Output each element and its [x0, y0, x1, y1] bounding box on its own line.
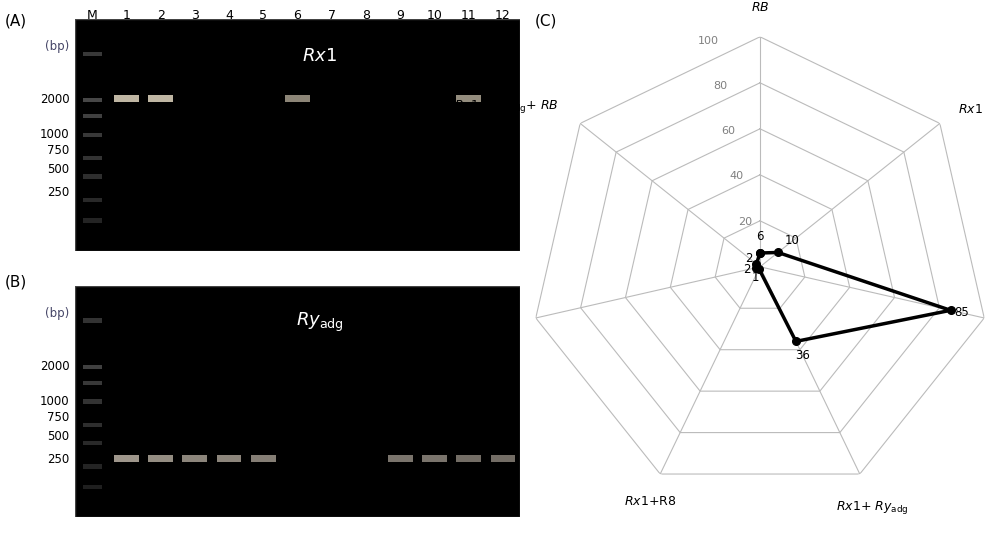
Text: 11: 11 [461, 9, 477, 23]
Text: 500: 500 [47, 163, 70, 176]
Bar [83, 441, 102, 445]
Text: 3: 3 [191, 9, 199, 23]
Text: 100: 100 [698, 36, 719, 45]
Text: (B): (B) [5, 275, 27, 290]
Text: 80: 80 [713, 81, 727, 91]
Text: 1000: 1000 [40, 128, 70, 141]
Text: 7: 7 [328, 9, 336, 23]
Bar [182, 455, 207, 461]
Bar [83, 156, 102, 160]
Text: 2: 2 [157, 9, 165, 23]
Text: 5: 5 [259, 9, 267, 23]
Bar [148, 455, 173, 461]
Bar [456, 95, 481, 102]
Text: 10: 10 [426, 9, 442, 23]
Text: 85: 85 [954, 306, 969, 320]
Text: 9: 9 [396, 9, 404, 23]
FancyBboxPatch shape [75, 19, 520, 251]
Text: M: M [87, 9, 97, 23]
Text: 250: 250 [47, 186, 70, 199]
Text: 36: 36 [795, 349, 810, 362]
Text: $\mathit{Ry}_{\mathregular{adg}}$$+\ \mathit{RB}$: $\mathit{Ry}_{\mathregular{adg}}$$+\ \ma… [447, 315, 513, 331]
Text: 2000: 2000 [40, 360, 70, 374]
Bar [148, 95, 173, 102]
Bar [83, 423, 102, 427]
Bar [114, 455, 139, 461]
Bar [83, 98, 102, 102]
Text: $\mathit{Rx1}$: $\mathit{Rx1}$ [958, 102, 983, 115]
Text: 750: 750 [47, 144, 70, 157]
Text: 2: 2 [745, 252, 753, 265]
Bar [83, 133, 102, 137]
Bar [388, 455, 413, 461]
Text: 6: 6 [756, 230, 764, 244]
Bar [83, 465, 102, 468]
Bar [285, 95, 310, 102]
Text: $\mathit{Rx1}$$+\ \mathit{Ry}_{\mathregular{adg}}$: $\mathit{Rx1}$$+\ \mathit{Ry}_{\mathregu… [836, 499, 908, 516]
Text: (C): (C) [535, 13, 557, 29]
Text: 1000: 1000 [40, 395, 70, 408]
Text: 2: 2 [743, 264, 750, 277]
Text: 8: 8 [362, 9, 370, 23]
Text: (bp): (bp) [45, 307, 70, 320]
Text: 1: 1 [122, 9, 130, 23]
Bar [83, 319, 102, 322]
Bar [491, 455, 515, 461]
Text: 12: 12 [495, 9, 511, 23]
Bar [83, 485, 102, 489]
Bar [83, 399, 102, 404]
Bar [456, 455, 481, 461]
Bar [83, 218, 102, 223]
Text: 40: 40 [729, 171, 744, 181]
Text: 10: 10 [785, 234, 800, 247]
Text: 6: 6 [294, 9, 301, 23]
Text: 2000: 2000 [40, 93, 70, 107]
Bar [83, 381, 102, 385]
Text: 60: 60 [721, 126, 735, 136]
Bar [83, 365, 102, 369]
Bar [217, 455, 241, 461]
Bar [83, 52, 102, 56]
FancyBboxPatch shape [75, 286, 520, 517]
Bar [114, 95, 139, 102]
Text: 750: 750 [47, 411, 70, 424]
Text: (bp): (bp) [45, 40, 70, 53]
Bar [422, 455, 447, 461]
Text: $\mathit{Rx1}$: $\mathit{Rx1}$ [302, 47, 337, 65]
Bar [83, 114, 102, 118]
Text: 4: 4 [225, 9, 233, 23]
Text: $\mathit{Ry}_{\mathregular{adg}}$: $\mathit{Ry}_{\mathregular{adg}}$ [296, 311, 344, 334]
Text: 1: 1 [751, 271, 759, 284]
Bar [251, 455, 276, 461]
Bar [83, 175, 102, 178]
Text: 500: 500 [47, 430, 70, 443]
Text: $\mathit{Rx1}$$+\ \mathit{Ry}_{\mathregular{adg}}$$+\ \mathit{RB}$: $\mathit{Rx1}$$+\ \mathit{Ry}_{\mathregu… [454, 98, 559, 115]
Text: $\mathit{Rx1}$$+\mathregular{R8}$: $\mathit{Rx1}$$+\mathregular{R8}$ [624, 495, 676, 508]
Bar [83, 198, 102, 202]
Text: 250: 250 [47, 453, 70, 466]
Text: $\mathit{RB}$: $\mathit{RB}$ [751, 1, 769, 14]
Text: 20: 20 [738, 217, 752, 226]
Text: (A): (A) [5, 13, 27, 29]
